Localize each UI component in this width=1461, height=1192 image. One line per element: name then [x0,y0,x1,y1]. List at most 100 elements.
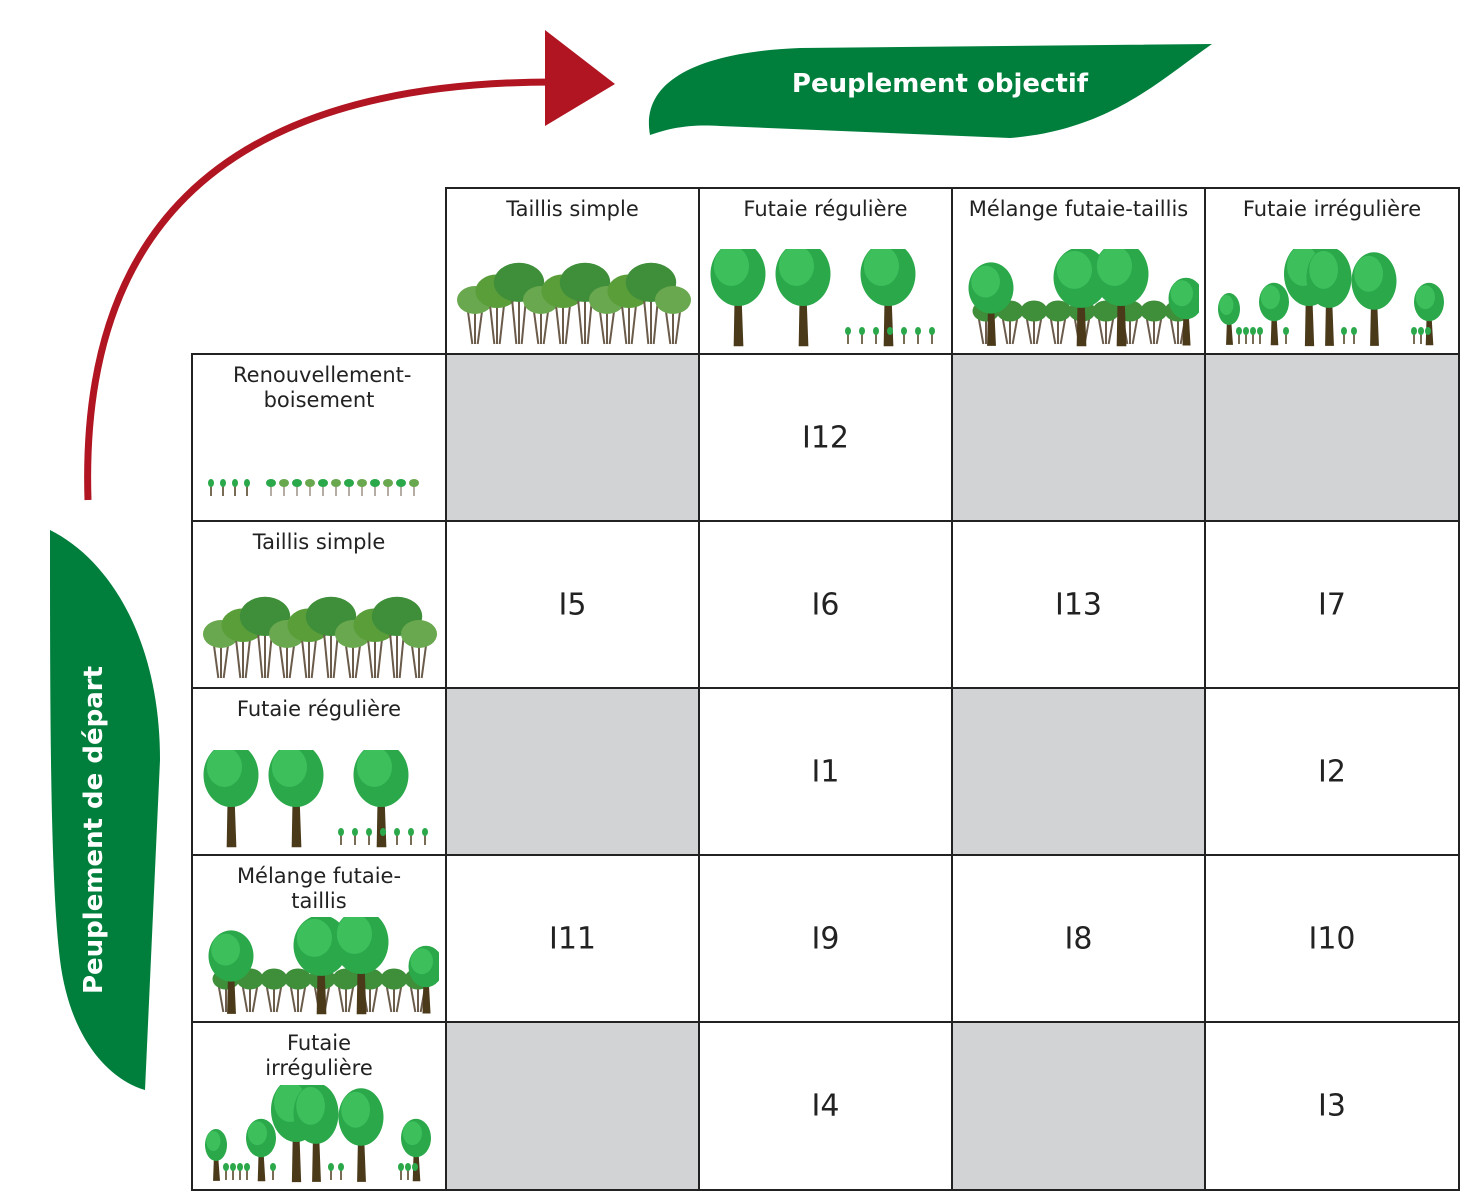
cell: I12 [698,353,953,522]
cell-code: I5 [558,587,587,622]
sapling [223,1163,229,1171]
crown [1354,255,1383,292]
cell [951,353,1206,522]
cell-code: I8 [1064,921,1093,956]
cell-code: I11 [548,921,597,956]
sapling [1425,327,1431,335]
cell-code: I4 [811,1088,840,1124]
row-label: Mélange futaie-taillis [236,864,402,913]
crown [1056,250,1092,289]
trees [203,596,437,679]
cell: I6 [698,520,953,689]
crown [380,968,408,990]
crown [211,933,240,966]
row-header: Renouvellement-boisement [191,353,447,522]
cell: I13 [951,520,1206,689]
crown [357,479,367,487]
cell-code: I1 [811,754,840,789]
column-header: Futaie régulière [698,187,953,355]
sapling [338,828,344,836]
crown [402,1121,422,1146]
column-header: Taillis simple [445,187,700,355]
crown [332,968,360,990]
crown [260,968,288,990]
leaf-title: Peuplement objectif [792,69,1089,99]
trees [203,750,428,848]
sapling [338,1163,344,1171]
leaf [50,530,160,1090]
tree-icon [205,1085,431,1183]
sapling [845,327,851,335]
column-label: Mélange futaie-taillis [968,197,1189,221]
sapling [230,1163,236,1171]
sapling [1351,327,1357,335]
sapling [929,327,935,335]
crown [336,917,372,954]
sapling [208,479,214,487]
sapling [352,828,358,836]
crown [206,750,242,787]
sapling [398,1163,404,1171]
leaf [648,44,1212,138]
row-header: Taillis simple [191,520,447,689]
crown [292,479,302,487]
tree-icon [203,750,428,848]
sapling [1411,327,1417,335]
column-header: Futaie irrégulière [1204,187,1460,355]
cell: I8 [951,854,1206,1023]
column-header: Mélange futaie-taillis [951,187,1206,355]
crown [1309,250,1338,289]
sapling [1250,327,1256,335]
row-label: Taillis simple [252,530,386,554]
crown [1096,249,1132,286]
sapling [408,828,414,836]
trees [208,917,439,1015]
crown [655,286,691,314]
crown [713,249,749,286]
tree-icon [203,596,437,679]
trees [205,1085,431,1183]
trees [457,262,691,345]
sapling [394,828,400,836]
cell: I7 [1204,520,1460,689]
crown [370,479,380,487]
arrow-head [545,30,615,126]
sapling [915,327,921,335]
crown [271,750,307,787]
sapling [1243,327,1249,335]
sapling [405,1163,411,1171]
crown [383,479,393,487]
crown [1092,300,1120,322]
crown [318,479,328,487]
crown [1170,280,1193,307]
cell [951,1021,1206,1191]
cell [445,1021,700,1191]
crown [305,479,315,487]
cell: I4 [698,1021,953,1191]
crown [396,479,406,487]
crown [1415,285,1435,310]
cell-code: I12 [801,420,850,455]
tree-icon [968,249,1199,347]
cell-code: I2 [1318,754,1346,789]
crown [1219,295,1234,315]
sapling [1236,327,1242,335]
row-header: Mélange futaie-taillis [191,854,447,1023]
crown [409,479,419,487]
sapling [901,327,907,335]
row-header: Futaie irrégulière [191,1021,447,1191]
side-title: Peuplement de départ [79,666,109,994]
crown [1140,300,1168,322]
sapling [232,479,238,487]
cell: I11 [445,854,700,1023]
cell [445,687,700,856]
crown [778,249,814,286]
sapling [328,1163,334,1171]
cell-code: I7 [1318,587,1346,622]
sapling [270,1163,276,1171]
crown [863,249,899,286]
trees [968,249,1199,347]
sapling [366,828,372,836]
cell [445,353,700,522]
